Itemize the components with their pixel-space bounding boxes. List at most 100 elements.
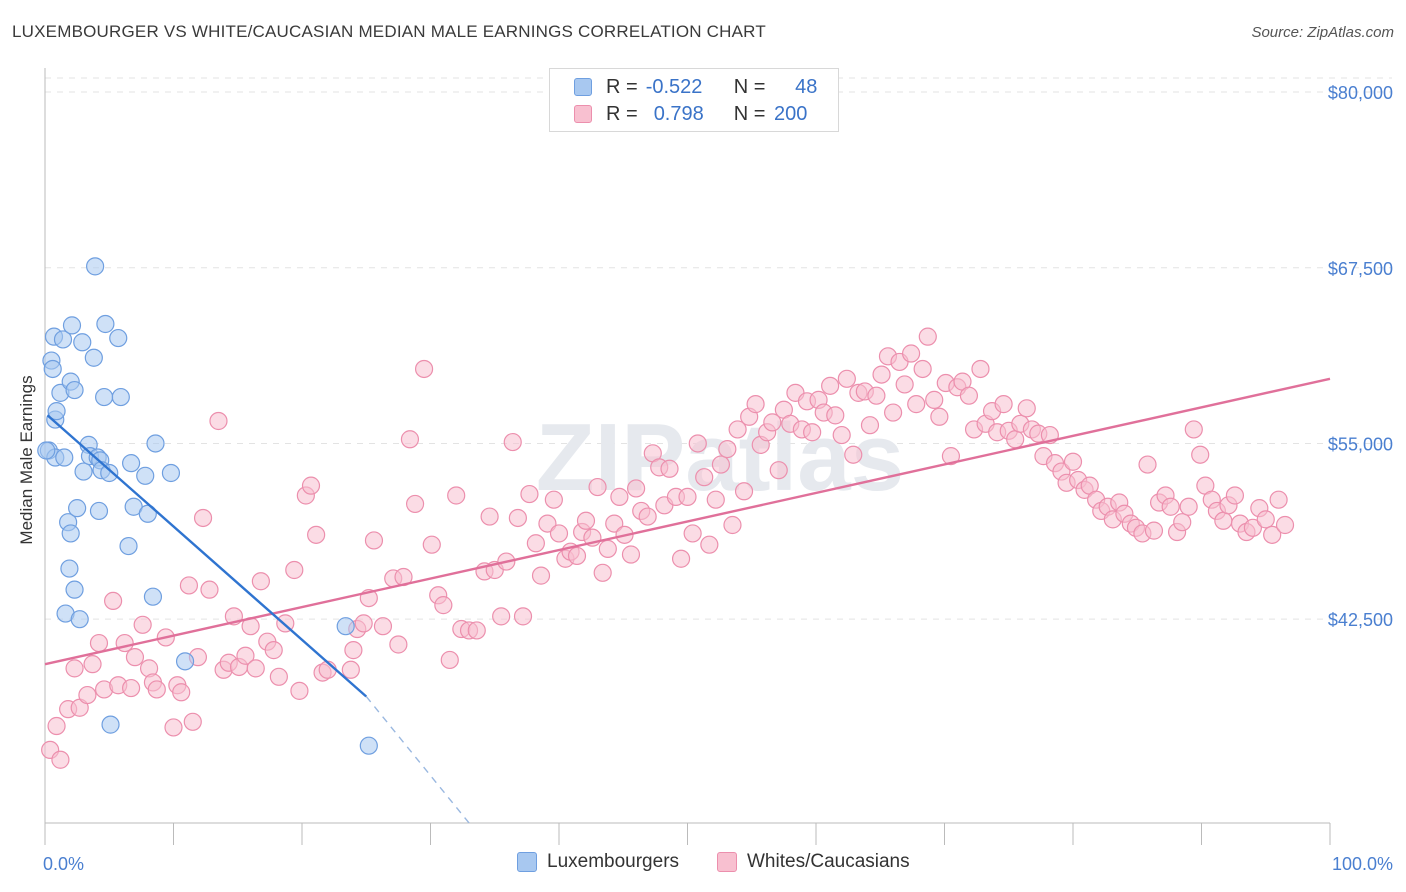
white-point	[209, 411, 228, 431]
tick-labels: $80,000 $67,500 $55,000 $42,500 0.0% 100.0%	[43, 83, 1393, 874]
legend-r-value: -0.522	[645, 75, 703, 98]
luxembourger-point	[146, 434, 165, 453]
white-point	[723, 515, 742, 535]
white-point	[671, 549, 691, 568]
white-point	[598, 539, 617, 558]
white-point	[1184, 420, 1203, 439]
whites-trend-line	[44, 377, 1331, 666]
white-point	[769, 461, 788, 480]
white-point	[520, 484, 539, 504]
y-tick-label: $67,500	[1328, 259, 1393, 279]
white-point	[172, 683, 191, 702]
white-point	[89, 633, 109, 653]
chart-title: LUXEMBOURGER VS WHITE/CAUCASIAN MEDIAN M…	[12, 22, 766, 41]
luxembourger-point	[74, 462, 93, 481]
legend-swatch-whites	[574, 105, 592, 123]
white-point	[837, 369, 856, 388]
white-point	[422, 535, 441, 554]
white-point	[867, 386, 886, 405]
white-point	[901, 344, 921, 363]
x-tick-label: 100.0%	[1332, 854, 1393, 874]
white-point	[1269, 490, 1288, 509]
legend-n-value: 48	[795, 75, 818, 98]
white-point	[706, 490, 725, 509]
white-point	[246, 659, 265, 678]
luxembourger-point	[161, 463, 181, 483]
white-point	[526, 534, 545, 553]
white-point	[78, 685, 97, 705]
white-point	[941, 447, 961, 466]
luxembourger-point	[68, 499, 87, 518]
white-point	[930, 407, 949, 426]
white-point	[1161, 497, 1180, 516]
luxembourger-point	[60, 559, 79, 578]
series-legend: Luxembourgers Whites/Caucasians	[0, 851, 1406, 879]
white-point	[588, 477, 607, 497]
white-point	[104, 591, 123, 611]
luxembourger-point	[84, 348, 103, 367]
white-point	[1179, 497, 1198, 516]
white-point	[1173, 513, 1192, 532]
legend-row-whites: R = 0.798 N = 200	[550, 100, 807, 128]
white-point	[994, 395, 1013, 414]
white-point	[508, 508, 527, 528]
white-point	[832, 425, 851, 445]
white-point	[83, 655, 102, 674]
luxembourger-point	[111, 387, 130, 407]
white-point	[1214, 511, 1233, 530]
white-point	[907, 395, 926, 414]
white-point	[285, 560, 304, 580]
white-point	[718, 439, 737, 459]
white-point	[164, 718, 183, 737]
white-point	[236, 646, 255, 665]
white-point	[728, 420, 747, 439]
luxembourger-point	[101, 715, 120, 734]
white-point	[883, 403, 903, 422]
legend-r-label: R =	[606, 75, 638, 98]
white-point	[538, 514, 557, 533]
white-point	[544, 490, 563, 509]
luxembourger-point	[65, 380, 84, 400]
luxembourger-point	[136, 466, 155, 485]
white-point	[605, 514, 624, 533]
white-point	[125, 648, 145, 667]
white-point	[307, 525, 326, 544]
luxembourger-point	[43, 359, 62, 379]
white-point	[115, 633, 134, 653]
white-point	[389, 635, 408, 654]
white-point	[826, 406, 845, 425]
legend-swatch-luxembourgers	[574, 78, 592, 96]
white-point	[678, 487, 697, 506]
white-point	[913, 359, 932, 379]
white-point	[264, 641, 283, 660]
white-point	[711, 455, 731, 474]
luxembourger-point	[175, 652, 195, 671]
white-point	[1017, 399, 1036, 418]
legend-n-label: N =	[733, 75, 766, 98]
white-point	[700, 535, 719, 554]
white-point	[860, 416, 880, 435]
series-legend-luxembourgers: Luxembourgers	[517, 851, 679, 873]
white-point	[344, 641, 363, 660]
source-label: Source: ZipAtlas.com	[1251, 24, 1394, 41]
luxembourger-point	[47, 402, 66, 421]
white-point	[301, 476, 321, 495]
white-point	[492, 607, 511, 626]
white-point	[895, 375, 914, 394]
white-point	[341, 660, 360, 679]
luxembourger-point	[109, 328, 128, 348]
luxembourger-point	[65, 580, 84, 599]
y-tick-label: $55,000	[1328, 434, 1393, 454]
white-point	[576, 511, 596, 530]
white-point	[688, 434, 707, 453]
luxembourger-point	[121, 454, 141, 473]
white-point	[1275, 515, 1295, 535]
white-point	[1063, 452, 1083, 471]
luxembourger-point	[73, 333, 92, 352]
legend-swatch-icon	[517, 852, 537, 872]
white-point	[373, 617, 393, 636]
luxembourger-point	[62, 316, 82, 335]
white-point	[746, 395, 765, 414]
white-point	[47, 716, 66, 736]
